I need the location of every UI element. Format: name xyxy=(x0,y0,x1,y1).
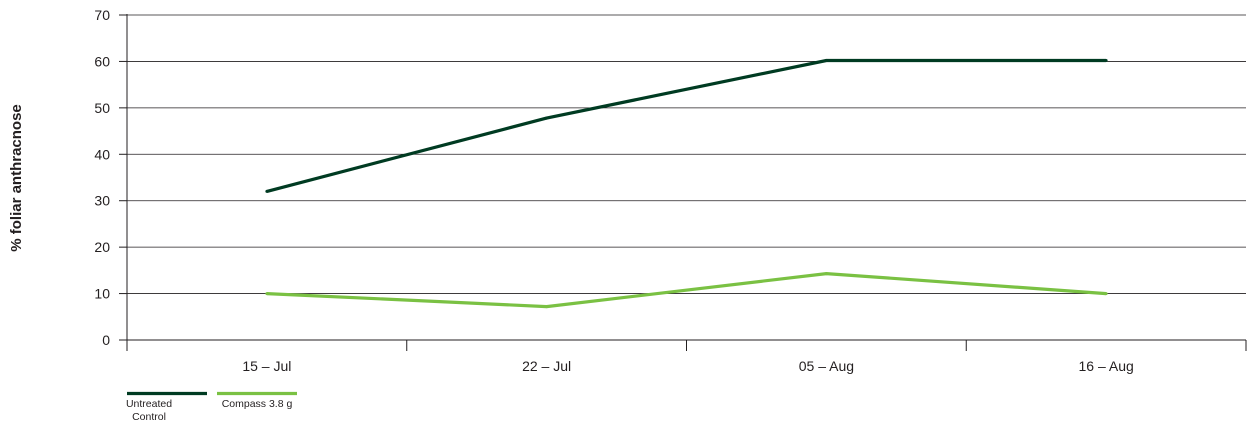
series-lines xyxy=(265,58,1108,309)
legend-label: Compass 3.8 g xyxy=(222,398,293,410)
y-tick-label: 30 xyxy=(94,193,110,209)
y-axis-label: % foliar anthracnose xyxy=(8,104,25,252)
y-tick-label: 10 xyxy=(94,286,110,302)
x-tick-label: 22 – Jul xyxy=(522,358,571,374)
data-point xyxy=(824,272,828,276)
legend-label-line: Compass 3.8 g xyxy=(222,398,293,410)
y-tick-labels: 0 10 20 30 40 50 60 70 xyxy=(94,7,110,348)
data-point xyxy=(1104,59,1108,62)
series-line-0 xyxy=(266,58,1107,193)
y-tick-label: 50 xyxy=(94,100,110,116)
data-point xyxy=(545,305,549,309)
x-tick-label: 16 – Aug xyxy=(1078,358,1133,374)
legend: Untreated Control Compass 3.8 g xyxy=(126,391,297,423)
data-point xyxy=(545,116,549,120)
y-tick-label: 70 xyxy=(94,7,110,23)
axes xyxy=(119,14,1247,351)
x-tick-labels: 15 – Jul 22 – Jul 05 – Aug 16 – Aug xyxy=(242,358,1133,374)
data-point xyxy=(824,59,828,62)
y-tick-label: 40 xyxy=(94,146,110,162)
y-tick-label: 60 xyxy=(94,53,110,69)
series-line-1 xyxy=(266,272,1107,309)
x-tick-label: 15 – Jul xyxy=(242,358,291,374)
data-point xyxy=(265,189,269,193)
y-tick-label: 0 xyxy=(102,332,110,348)
legend-label-line: Control xyxy=(132,411,166,423)
legend-label: Untreated Control xyxy=(126,398,172,423)
data-point xyxy=(265,292,269,296)
legend-label-line: Untreated xyxy=(126,398,172,410)
x-tick-label: 05 – Aug xyxy=(799,358,854,374)
y-tick-label: 20 xyxy=(94,239,110,255)
gridlines xyxy=(127,14,1246,294)
data-point xyxy=(1104,292,1108,296)
